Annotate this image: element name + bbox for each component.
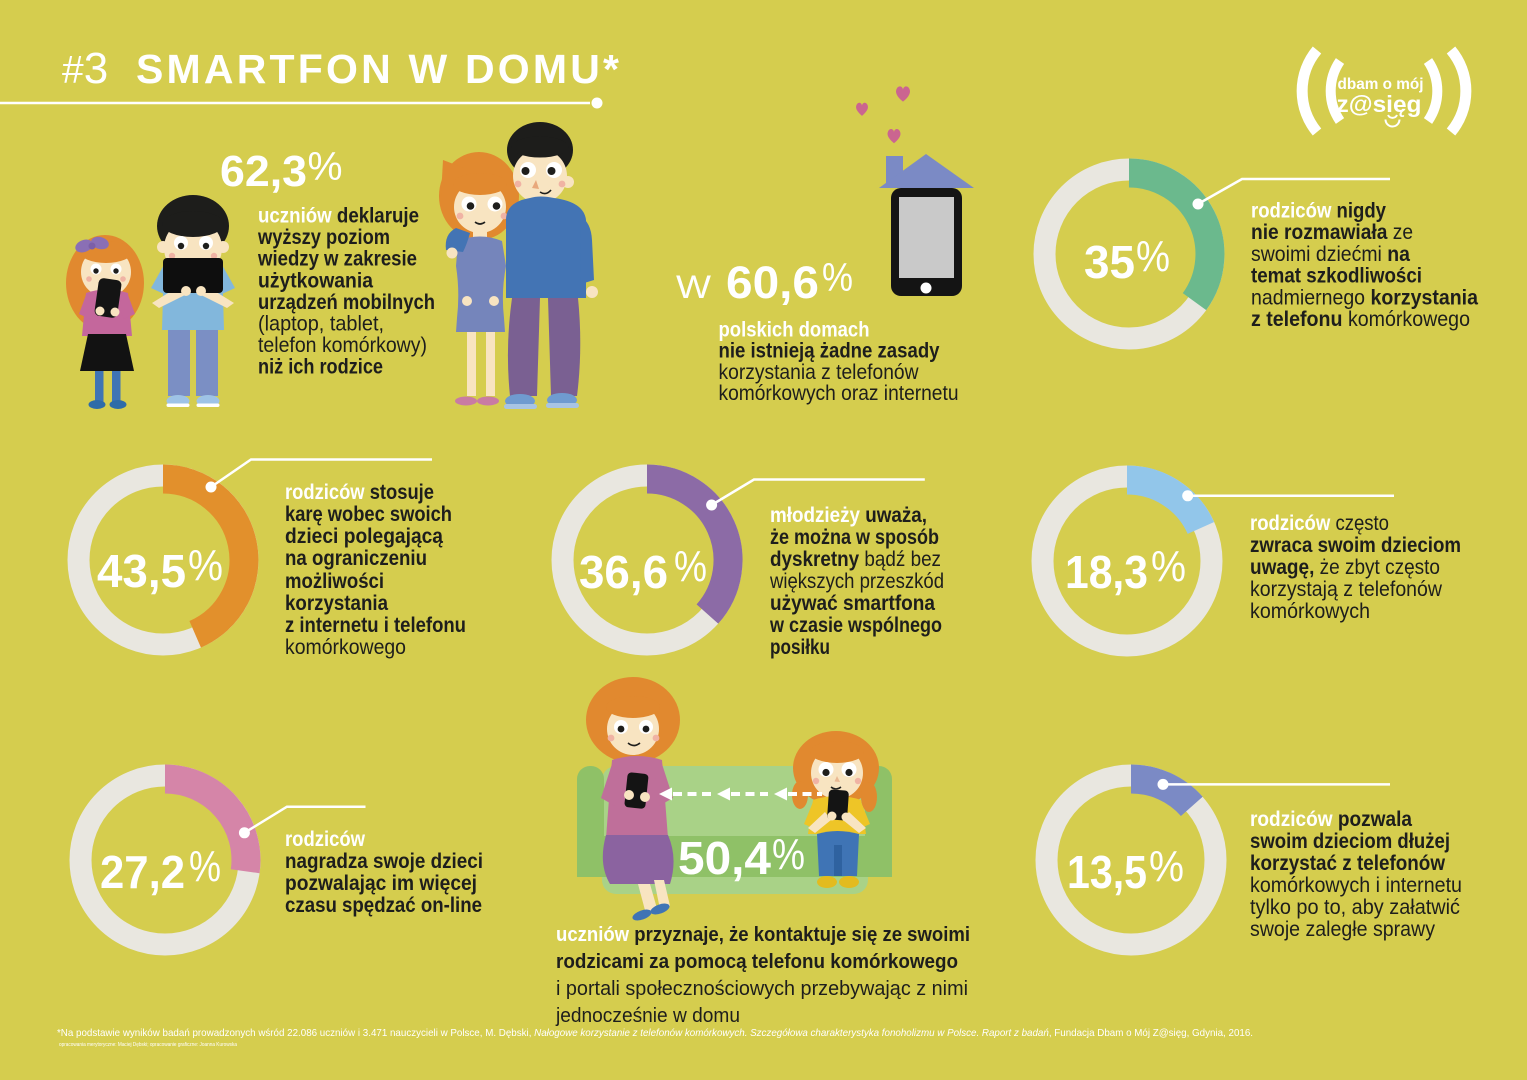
svg-text:tylko po to, aby załatwić: tylko po to, aby załatwić [1250, 896, 1460, 919]
svg-text:uwagę, że zbyt często: uwagę, że zbyt często [1250, 556, 1440, 579]
svg-text:i portali społecznościowych pr: i portali społecznościowych przebywając … [556, 977, 968, 1000]
svg-text:rodziców nigdy: rodziców nigdy [1251, 200, 1386, 223]
svg-text:18,3: 18,3 [1065, 546, 1148, 598]
svg-text:karę wobec swoich: karę wobec swoich [285, 503, 452, 526]
svg-text:60,6: 60,6 [726, 257, 819, 308]
svg-text:wiedzy w zakresie: wiedzy w zakresie [257, 248, 417, 271]
svg-text:50,4: 50,4 [678, 832, 771, 884]
svg-text:%: % [772, 830, 805, 879]
svg-text:nie istnieją żadne zasady: nie istnieją żadne zasady [719, 340, 940, 363]
svg-text:#3: #3 [62, 44, 108, 93]
svg-text:polskich domach: polskich domach [719, 319, 870, 342]
svg-text:opracowania merytoryczne: Maci: opracowania merytoryczne: Maciej Dębski;… [59, 1042, 238, 1048]
svg-text:niż ich rodzice: niż ich rodzice [258, 356, 383, 379]
svg-text:zwraca swoim dzieciom: zwraca swoim dzieciom [1250, 534, 1461, 557]
svg-text:uczniów przyznaje, że kontaktu: uczniów przyznaje, że kontaktuje się ze … [556, 923, 970, 946]
svg-text:z@sięg: z@sięg [1337, 91, 1422, 117]
svg-text:%: % [308, 145, 343, 189]
svg-text:43,5: 43,5 [97, 545, 186, 597]
svg-text:nadmiernego korzystania: nadmiernego korzystania [1251, 286, 1478, 309]
svg-text:korzystania: korzystania [285, 592, 388, 615]
svg-text:SMARTFON W DOMU*: SMARTFON W DOMU* [136, 46, 622, 92]
svg-text:swoim dzieciom dłużej: swoim dzieciom dłużej [1250, 830, 1450, 853]
svg-text:rodziców stosuje: rodziców stosuje [285, 481, 434, 504]
svg-text:W: W [676, 269, 712, 305]
svg-text:temat szkodliwości: temat szkodliwości [1251, 265, 1422, 288]
svg-text:możliwości: możliwości [285, 570, 384, 593]
svg-text:komórkowych: komórkowych [1250, 600, 1370, 623]
svg-text:*Na podstawie wyników badań pr: *Na podstawie wyników badań prowadzonych… [57, 1028, 1253, 1039]
svg-text:czasu spędzać on-line: czasu spędzać on-line [285, 894, 482, 917]
svg-text:nagradza swoje dzieci: nagradza swoje dzieci [285, 850, 483, 873]
svg-text:13,5: 13,5 [1067, 846, 1147, 898]
svg-text:swoje zaległe sprawy: swoje zaległe sprawy [1250, 918, 1435, 941]
svg-text:nie rozmawiała ze: nie rozmawiała ze [1251, 221, 1413, 244]
svg-text:%: % [188, 541, 223, 590]
svg-text:swoimi dziećmi na: swoimi dziećmi na [1251, 243, 1410, 266]
svg-text:36,6: 36,6 [579, 546, 668, 598]
svg-text:użytkowania: użytkowania [258, 269, 373, 292]
svg-text:dzieci polegającą: dzieci polegającą [285, 525, 443, 548]
svg-text:korzystania z telefonów: korzystania z telefonów [719, 361, 920, 384]
svg-text:62,3: 62,3 [220, 147, 307, 196]
svg-text:%: % [1149, 842, 1184, 891]
svg-text:pozwalając im więcej: pozwalając im więcej [285, 872, 477, 895]
svg-text:(laptop, tablet,: (laptop, tablet, [258, 313, 384, 336]
svg-text:%: % [1136, 232, 1170, 281]
svg-text:młodzieży uważa,: młodzieży uważa, [770, 504, 927, 527]
svg-text:%: % [1151, 542, 1186, 591]
svg-text:komórkowych oraz internetu: komórkowych oraz internetu [719, 382, 959, 405]
svg-text:%: % [674, 542, 707, 591]
svg-text:jednocześnie w domu: jednocześnie w domu [555, 1004, 740, 1027]
svg-text:dyskretny bądź bez: dyskretny bądź bez [770, 548, 941, 571]
svg-text:komórkowego: komórkowego [285, 636, 406, 659]
svg-text:%: % [189, 842, 221, 891]
svg-text:uczniów deklaruje: uczniów deklaruje [258, 205, 419, 228]
svg-text:rodziców pozwala: rodziców pozwala [1250, 808, 1412, 831]
svg-text:z internetu i telefonu: z internetu i telefonu [285, 614, 466, 637]
svg-text:rodziców: rodziców [285, 828, 366, 851]
svg-text:dbam o mój: dbam o mój [1338, 76, 1424, 93]
svg-text:większych przeszkód: większych przeszkód [769, 570, 944, 593]
svg-text:%: % [822, 256, 853, 300]
svg-text:telefon komórkowy): telefon komórkowy) [258, 334, 427, 357]
svg-text:na ograniczeniu: na ograniczeniu [285, 547, 427, 570]
svg-text:używać smartfona: używać smartfona [770, 592, 935, 615]
svg-text:35: 35 [1084, 236, 1135, 288]
svg-text:z telefonu komórkowego: z telefonu komórkowego [1251, 308, 1470, 331]
svg-text:komórkowych i internetu: komórkowych i internetu [1250, 874, 1462, 897]
svg-text:korzystają z telefonów: korzystają z telefonów [1250, 578, 1443, 601]
svg-text:urządzeń mobilnych: urządzeń mobilnych [258, 291, 435, 314]
svg-text:wyższy poziom: wyższy poziom [257, 226, 390, 249]
svg-text:rodziców często: rodziców często [1250, 512, 1389, 535]
svg-text:posiłku: posiłku [770, 636, 830, 659]
svg-text:że można w sposób: że można w sposób [770, 526, 939, 549]
svg-text:w czasie wspólnego: w czasie wspólnego [769, 614, 942, 637]
svg-text:rodzicami za pomocą telefonu k: rodzicami za pomocą telefonu komórkowego [556, 950, 958, 973]
svg-text:27,2: 27,2 [100, 846, 185, 898]
svg-text:korzystać z telefonów: korzystać z telefonów [1250, 852, 1446, 875]
